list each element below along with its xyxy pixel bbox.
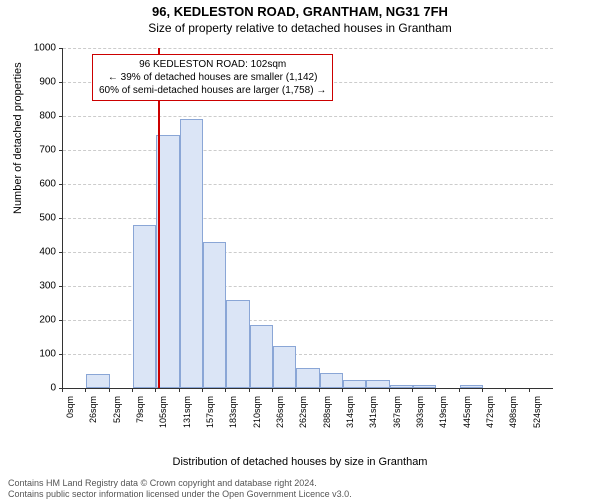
ytick-mark (59, 150, 63, 151)
footer: Contains HM Land Registry data © Crown c… (8, 478, 352, 500)
annotation-line2: ← 39% of detached houses are smaller (1,… (99, 71, 326, 84)
histogram-bar (133, 225, 156, 388)
histogram-bar (320, 373, 343, 388)
ytick-mark (59, 48, 63, 49)
xtick-mark (365, 388, 366, 392)
histogram-bar (413, 385, 436, 388)
ytick-label: 0 (0, 383, 56, 394)
xtick-mark (272, 388, 273, 392)
annotation-line3: 60% of semi-detached houses are larger (… (99, 84, 326, 97)
histogram-bar (86, 374, 109, 388)
xtick-label: 26sqm (88, 396, 98, 442)
xtick-mark (529, 388, 530, 392)
gridline (63, 116, 553, 117)
chart-container: 96 KEDLESTON ROAD: 102sqm ← 39% of detac… (62, 48, 552, 418)
ytick-label: 1000 (0, 43, 56, 54)
ytick-mark (59, 354, 63, 355)
xtick-label: 367sqm (392, 396, 402, 442)
ytick-label: 100 (0, 349, 56, 360)
annotation-box: 96 KEDLESTON ROAD: 102sqm ← 39% of detac… (92, 54, 333, 101)
xtick-label: 0sqm (65, 396, 75, 442)
page-title: 96, KEDLESTON ROAD, GRANTHAM, NG31 7FH (0, 4, 600, 19)
footer-line2: Contains public sector information licen… (8, 489, 352, 500)
xtick-label: 105sqm (158, 396, 168, 442)
ytick-mark (59, 320, 63, 321)
gridline (63, 218, 553, 219)
xtick-label: 210sqm (252, 396, 262, 442)
xtick-label: 472sqm (485, 396, 495, 442)
histogram-bar (296, 368, 319, 388)
xtick-label: 445sqm (462, 396, 472, 442)
gridline (63, 48, 553, 49)
gridline (63, 184, 553, 185)
xtick-mark (249, 388, 250, 392)
histogram-bar (460, 385, 483, 388)
xtick-label: 183sqm (228, 396, 238, 442)
xtick-label: 393sqm (415, 396, 425, 442)
xtick-mark (132, 388, 133, 392)
xtick-mark (62, 388, 63, 392)
xtick-label: 262sqm (298, 396, 308, 442)
ytick-mark (59, 286, 63, 287)
histogram-bar (250, 325, 273, 388)
histogram-bar (203, 242, 226, 388)
xtick-mark (179, 388, 180, 392)
footer-line1: Contains HM Land Registry data © Crown c… (8, 478, 352, 489)
histogram-bar (343, 380, 366, 389)
xtick-label: 524sqm (532, 396, 542, 442)
ytick-label: 700 (0, 145, 56, 156)
ytick-label: 200 (0, 315, 56, 326)
xtick-mark (109, 388, 110, 392)
ytick-label: 900 (0, 77, 56, 88)
histogram-bar (366, 380, 389, 389)
histogram-bar (226, 300, 249, 388)
xtick-label: 157sqm (205, 396, 215, 442)
xtick-label: 498sqm (508, 396, 518, 442)
xtick-label: 314sqm (345, 396, 355, 442)
x-axis-label: Distribution of detached houses by size … (0, 456, 600, 468)
xtick-label: 341sqm (368, 396, 378, 442)
histogram-bar (180, 119, 203, 388)
xtick-mark (85, 388, 86, 392)
xtick-label: 52sqm (112, 396, 122, 442)
xtick-mark (155, 388, 156, 392)
ytick-label: 800 (0, 111, 56, 122)
xtick-mark (389, 388, 390, 392)
xtick-mark (412, 388, 413, 392)
xtick-label: 236sqm (275, 396, 285, 442)
xtick-label: 79sqm (135, 396, 145, 442)
ytick-mark (59, 218, 63, 219)
xtick-mark (459, 388, 460, 392)
ytick-label: 400 (0, 247, 56, 258)
ytick-label: 500 (0, 213, 56, 224)
xtick-mark (505, 388, 506, 392)
ytick-label: 600 (0, 179, 56, 190)
page-subtitle: Size of property relative to detached ho… (0, 21, 600, 35)
ytick-mark (59, 116, 63, 117)
xtick-label: 131sqm (182, 396, 192, 442)
xtick-label: 419sqm (438, 396, 448, 442)
xtick-mark (435, 388, 436, 392)
xtick-mark (225, 388, 226, 392)
xtick-mark (202, 388, 203, 392)
xtick-mark (295, 388, 296, 392)
histogram-bar (273, 346, 296, 389)
xtick-mark (342, 388, 343, 392)
xtick-mark (482, 388, 483, 392)
annotation-line1: 96 KEDLESTON ROAD: 102sqm (99, 58, 326, 71)
gridline (63, 150, 553, 151)
ytick-mark (59, 252, 63, 253)
ytick-label: 300 (0, 281, 56, 292)
xtick-mark (319, 388, 320, 392)
histogram-bar (390, 385, 413, 388)
ytick-mark (59, 82, 63, 83)
xtick-label: 288sqm (322, 396, 332, 442)
ytick-mark (59, 184, 63, 185)
